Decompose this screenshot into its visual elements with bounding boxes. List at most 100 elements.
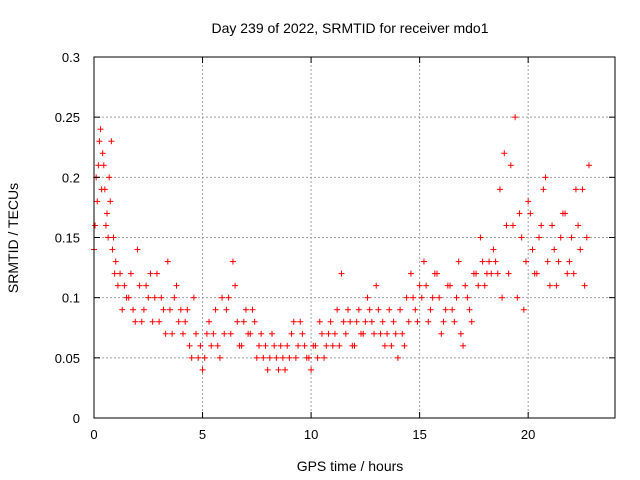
data-point — [496, 186, 503, 193]
data-point — [305, 354, 312, 361]
data-point — [429, 294, 436, 301]
data-point — [570, 270, 577, 277]
data-point — [271, 342, 278, 349]
data-point — [518, 234, 525, 241]
data-point — [301, 342, 308, 349]
data-point — [477, 234, 484, 241]
data-point — [95, 162, 102, 169]
data-point — [138, 318, 145, 325]
data-points — [91, 114, 592, 373]
data-point — [264, 366, 271, 373]
data-point — [177, 306, 184, 313]
data-point — [551, 246, 558, 253]
chart-title: Day 239 of 2022, SRMTID for receiver mdo… — [211, 20, 488, 36]
data-point — [401, 342, 408, 349]
axis-ticks — [93, 56, 615, 419]
data-point — [490, 246, 497, 253]
data-point — [581, 282, 588, 289]
data-point — [104, 210, 111, 217]
y-tick-label: 0 — [73, 411, 80, 426]
data-point — [331, 330, 338, 337]
data-point — [151, 294, 158, 301]
data-point — [585, 162, 592, 169]
data-point — [531, 270, 538, 277]
data-point — [140, 306, 147, 313]
data-point — [575, 222, 582, 229]
data-point — [516, 210, 523, 217]
data-point — [225, 294, 232, 301]
x-tick-label: 10 — [304, 427, 318, 442]
data-point — [184, 306, 191, 313]
data-point — [466, 306, 473, 313]
data-point — [410, 294, 417, 301]
data-point — [117, 270, 124, 277]
data-point — [583, 234, 590, 241]
data-point — [310, 342, 317, 349]
data-point — [273, 354, 280, 361]
data-point — [420, 258, 427, 265]
data-point — [455, 258, 462, 265]
data-point — [136, 282, 143, 289]
data-point — [444, 282, 451, 289]
data-point — [536, 234, 543, 241]
data-point — [540, 186, 547, 193]
data-point — [453, 294, 460, 301]
data-point — [407, 270, 414, 277]
data-point — [327, 318, 334, 325]
data-point — [201, 354, 208, 361]
data-point — [203, 330, 210, 337]
data-point — [277, 342, 284, 349]
data-point — [284, 342, 291, 349]
data-point — [266, 354, 273, 361]
data-point — [288, 330, 295, 337]
data-point — [553, 282, 560, 289]
data-point — [297, 318, 304, 325]
data-point — [260, 354, 267, 361]
data-point — [173, 282, 180, 289]
data-point — [405, 318, 412, 325]
data-point — [286, 354, 293, 361]
data-point — [373, 282, 380, 289]
data-point — [210, 330, 217, 337]
data-point — [216, 354, 223, 361]
x-tick-label: 15 — [412, 427, 426, 442]
data-point — [460, 342, 467, 349]
y-tick-label: 0.3 — [62, 50, 80, 65]
data-point — [212, 306, 219, 313]
data-point — [145, 294, 152, 301]
data-point — [431, 270, 438, 277]
data-point — [182, 318, 189, 325]
data-point — [416, 282, 423, 289]
grid-lines — [94, 57, 615, 418]
data-point — [488, 270, 495, 277]
data-point — [132, 318, 139, 325]
y-tick-label: 0.2 — [62, 170, 80, 185]
data-point — [503, 222, 510, 229]
data-point — [338, 270, 345, 277]
data-point — [123, 294, 130, 301]
data-point — [295, 342, 302, 349]
data-point — [186, 342, 193, 349]
y-tick-label: 0.05 — [55, 351, 80, 366]
data-point — [355, 306, 362, 313]
data-point — [206, 318, 213, 325]
data-point — [514, 294, 521, 301]
data-point — [353, 318, 360, 325]
data-point — [112, 258, 119, 265]
data-point — [240, 318, 247, 325]
data-point — [555, 258, 562, 265]
data-point — [520, 306, 527, 313]
data-point — [107, 198, 114, 205]
data-point — [388, 342, 395, 349]
data-point — [323, 342, 330, 349]
data-point — [279, 354, 286, 361]
data-point — [111, 270, 118, 277]
x-axis-label: GPS time / hours — [297, 458, 404, 474]
data-point — [100, 162, 107, 169]
data-point — [96, 138, 103, 145]
y-tick-label: 0.15 — [55, 231, 80, 246]
data-point — [253, 354, 260, 361]
data-point — [499, 294, 506, 301]
data-point — [486, 258, 493, 265]
data-point — [529, 246, 536, 253]
